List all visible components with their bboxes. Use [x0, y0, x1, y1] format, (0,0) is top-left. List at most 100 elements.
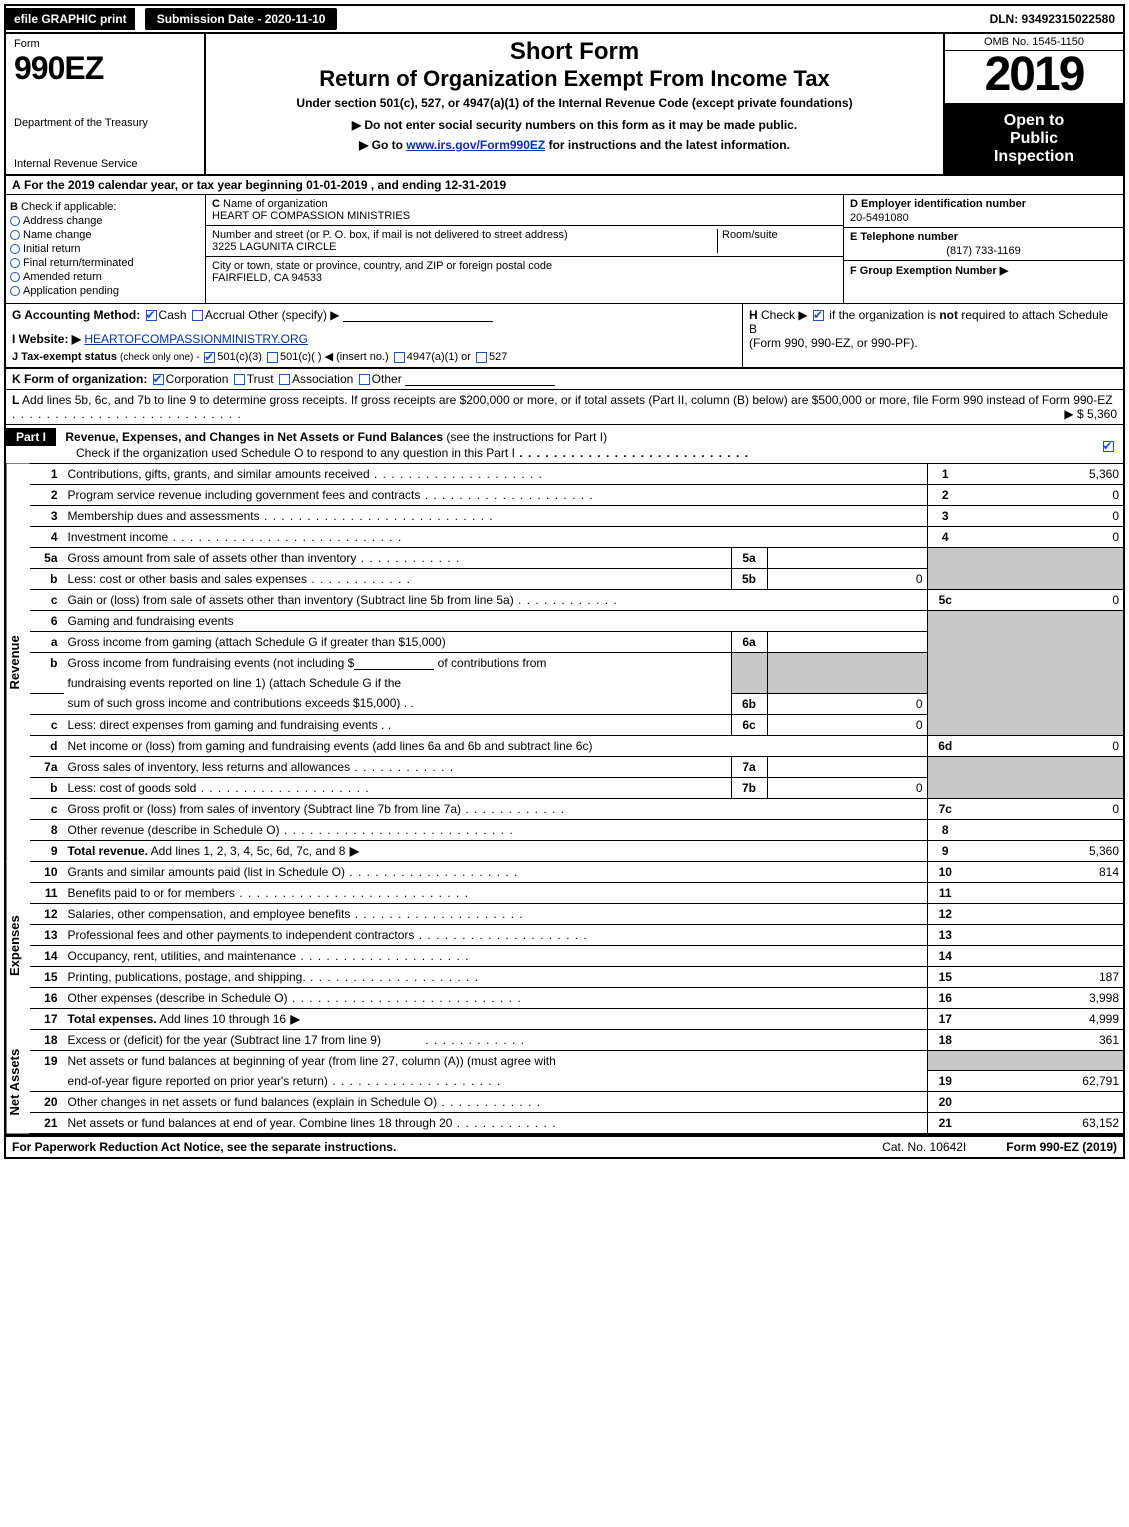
line-3: 3 Membership dues and assessments 3 0: [30, 506, 1123, 527]
l4-num: 4: [30, 527, 64, 548]
check-trust[interactable]: [234, 374, 245, 385]
l4-desc: Investment income: [68, 530, 403, 544]
lbl-assoc: Association: [292, 372, 353, 386]
l6a-num: a: [30, 632, 64, 653]
l4-totnum: 4: [927, 527, 963, 548]
l6b-blank[interactable]: [354, 656, 434, 670]
l20-val: [963, 1092, 1123, 1113]
l9-desc: Total revenue.: [68, 844, 148, 858]
part1-schedule-o-check[interactable]: [1103, 441, 1114, 452]
check-initial-return[interactable]: [10, 244, 20, 254]
l7a-desc: Gross sales of inventory, less returns a…: [68, 760, 455, 774]
f-label: F Group Exemption Number ▶: [850, 265, 1008, 277]
l20-num: 20: [30, 1092, 64, 1113]
expenses-table: 10 Grants and similar amounts paid (list…: [30, 862, 1123, 1030]
goto-link[interactable]: www.irs.gov/Form990EZ: [406, 138, 545, 152]
check-final-return[interactable]: [10, 258, 20, 268]
line-15: 15 Printing, publications, postage, and …: [30, 966, 1123, 987]
l11-totnum: 11: [927, 882, 963, 903]
form-no: 990-EZ: [1040, 1140, 1079, 1154]
check-h[interactable]: [813, 310, 824, 321]
label-initial-return: Initial return: [23, 243, 80, 255]
check-amended[interactable]: [10, 272, 20, 282]
org-info-block: B Check if applicable: Address change Na…: [4, 195, 1125, 304]
lbl-corp: Corporation: [166, 372, 229, 386]
lbl-trust: Trust: [247, 372, 274, 386]
efile-label[interactable]: efile GRAPHIC print: [6, 8, 135, 30]
net-assets-section: Net Assets 18 Excess or (deficit) for th…: [4, 1030, 1125, 1136]
check-4947[interactable]: [394, 352, 405, 363]
l6b-innum: 6b: [731, 693, 767, 714]
other-specify-field[interactable]: [343, 308, 493, 322]
l6b-inval: 0: [767, 693, 927, 714]
revenue-table: 1 Contributions, gifts, grants, and simi…: [30, 464, 1123, 862]
check-application[interactable]: [10, 286, 20, 296]
l7a-inval: [767, 756, 927, 777]
check-assoc[interactable]: [279, 374, 290, 385]
l5c-val: 0: [963, 590, 1123, 611]
l9-desc2: Add lines 1, 2, 3, 4, 5c, 6d, 7c, and 8: [148, 844, 345, 858]
j-label: J Tax-exempt status: [12, 351, 117, 363]
label-amended: Amended return: [23, 271, 102, 283]
l17-arrow: [286, 1012, 301, 1026]
website-link[interactable]: HEARTOFCOMPASSIONMINISTRY.ORG: [84, 332, 308, 346]
under-section: Under section 501(c), 527, or 4947(a)(1)…: [218, 96, 931, 110]
check-address-change[interactable]: [10, 216, 20, 226]
l1-num: 1: [30, 464, 64, 485]
label-501c: 501(c)( ) ◀ (insert no.): [280, 351, 389, 363]
l9-totnum: 9: [927, 840, 963, 861]
l6b-num: b: [30, 653, 64, 694]
l11-val: [963, 882, 1123, 903]
check-corp[interactable]: [153, 374, 164, 385]
other-org-field[interactable]: [405, 372, 555, 386]
l12-num: 12: [30, 903, 64, 924]
l6c-innum: 6c: [731, 714, 767, 735]
l6b-shade-num: [731, 653, 767, 694]
check-501c[interactable]: [267, 352, 278, 363]
l5a-inval: [767, 548, 927, 569]
short-form-title: Short Form: [218, 38, 931, 66]
l1-val: 5,360: [963, 464, 1123, 485]
line-16: 16 Other expenses (describe in Schedule …: [30, 987, 1123, 1008]
l7c-val: 0: [963, 798, 1123, 819]
row-a-tax-year: A For the 2019 calendar year, or tax yea…: [4, 176, 1125, 195]
city-label: City or town, state or province, country…: [212, 260, 552, 272]
gh-left: G Accounting Method: Cash Accrual Other …: [6, 304, 743, 367]
l9-num: 9: [30, 840, 64, 861]
l3-num: 3: [30, 506, 64, 527]
l6-shade-val: [963, 611, 1123, 736]
l7b-num: b: [30, 777, 64, 798]
k-label: K Form of organization:: [12, 372, 147, 386]
i-label: I Website: ▶: [12, 332, 81, 346]
l6c-desc: Less: direct expenses from gaming and fu…: [68, 718, 378, 732]
check-accrual[interactable]: [192, 310, 203, 321]
check-527[interactable]: [476, 352, 487, 363]
gh-block: G Accounting Method: Cash Accrual Other …: [4, 304, 1125, 369]
check-name-change[interactable]: [10, 230, 20, 240]
check-501c3[interactable]: [204, 352, 215, 363]
l15-desc: Printing, publications, postage, and shi…: [68, 970, 480, 984]
l7a-num: 7a: [30, 756, 64, 777]
ein-value: 20-5491080: [850, 212, 1117, 224]
check-other[interactable]: [359, 374, 370, 385]
l7-shade-val: [963, 756, 1123, 798]
side-label-expenses: Expenses: [6, 862, 30, 1030]
l4-val: 0: [963, 527, 1123, 548]
l6-desc: Gaming and fundraising events: [64, 611, 927, 632]
line-8: 8 Other revenue (describe in Schedule O)…: [30, 819, 1123, 840]
goto-line: ▶ Go to www.irs.gov/Form990EZ for instru…: [218, 138, 931, 152]
check-cash[interactable]: [146, 310, 157, 321]
l13-totnum: 13: [927, 924, 963, 945]
line-11: 11 Benefits paid to or for members 11: [30, 882, 1123, 903]
l7-shade-num: [927, 756, 963, 798]
l11-num: 11: [30, 882, 64, 903]
label-application: Application pending: [23, 285, 119, 297]
row-l: L Add lines 5b, 6c, and 7b to line 9 to …: [4, 390, 1125, 425]
open-line2: Public: [949, 130, 1119, 148]
line-2: 2 Program service revenue including gove…: [30, 485, 1123, 506]
label-accrual: Accrual: [205, 308, 245, 322]
l12-val: [963, 903, 1123, 924]
l16-totnum: 16: [927, 987, 963, 1008]
part1-inst: (see the instructions for Part I): [443, 430, 607, 444]
row-k: K Form of organization: Corporation Trus…: [4, 369, 1125, 390]
